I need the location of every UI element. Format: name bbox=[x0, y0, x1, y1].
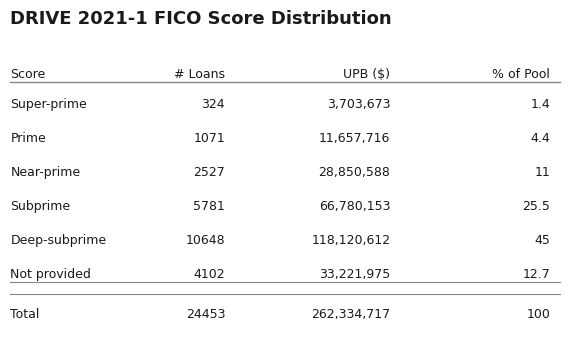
Text: 12.7: 12.7 bbox=[522, 268, 550, 281]
Text: DRIVE 2021-1 FICO Score Distribution: DRIVE 2021-1 FICO Score Distribution bbox=[10, 10, 392, 28]
Text: Total: Total bbox=[10, 308, 40, 321]
Text: % of Pool: % of Pool bbox=[492, 68, 550, 81]
Text: Deep-subprime: Deep-subprime bbox=[10, 234, 107, 247]
Text: Super-prime: Super-prime bbox=[10, 98, 87, 111]
Text: Score: Score bbox=[10, 68, 46, 81]
Text: UPB ($): UPB ($) bbox=[344, 68, 390, 81]
Text: # Loans: # Loans bbox=[174, 68, 225, 81]
Text: 100: 100 bbox=[526, 308, 550, 321]
Text: Subprime: Subprime bbox=[10, 200, 70, 213]
Text: 4102: 4102 bbox=[194, 268, 225, 281]
Text: 2527: 2527 bbox=[193, 166, 225, 179]
Text: 25.5: 25.5 bbox=[522, 200, 550, 213]
Text: 10648: 10648 bbox=[185, 234, 225, 247]
Text: 28,850,588: 28,850,588 bbox=[319, 166, 390, 179]
Text: 262,334,717: 262,334,717 bbox=[311, 308, 390, 321]
Text: 45: 45 bbox=[534, 234, 550, 247]
Text: 33,221,975: 33,221,975 bbox=[319, 268, 390, 281]
Text: 24453: 24453 bbox=[186, 308, 225, 321]
Text: 11,657,716: 11,657,716 bbox=[319, 132, 390, 145]
Text: Not provided: Not provided bbox=[10, 268, 91, 281]
Text: 3,703,673: 3,703,673 bbox=[327, 98, 390, 111]
Text: 118,120,612: 118,120,612 bbox=[311, 234, 390, 247]
Text: 11: 11 bbox=[534, 166, 550, 179]
Text: 4.4: 4.4 bbox=[530, 132, 550, 145]
Text: 1071: 1071 bbox=[193, 132, 225, 145]
Text: 1.4: 1.4 bbox=[530, 98, 550, 111]
Text: Near-prime: Near-prime bbox=[10, 166, 80, 179]
Text: 324: 324 bbox=[202, 98, 225, 111]
Text: 5781: 5781 bbox=[193, 200, 225, 213]
Text: Prime: Prime bbox=[10, 132, 46, 145]
Text: 66,780,153: 66,780,153 bbox=[319, 200, 390, 213]
